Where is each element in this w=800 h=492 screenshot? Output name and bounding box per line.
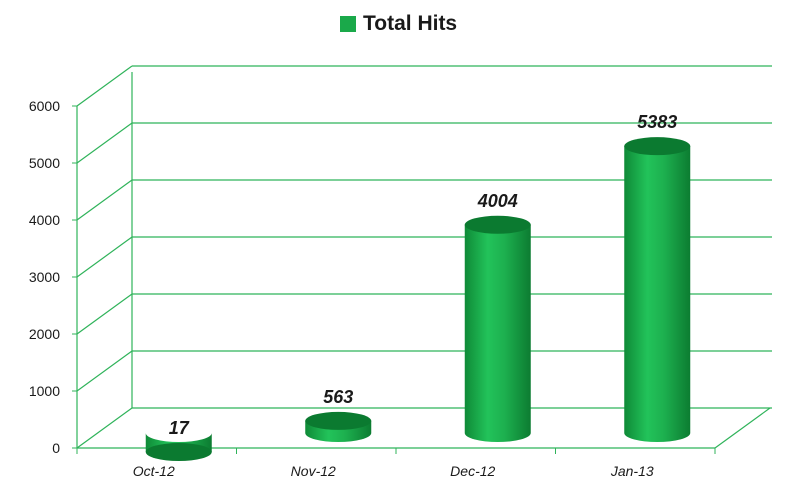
y-tick-label: 2000	[29, 326, 60, 342]
legend-label: Total Hits	[363, 12, 458, 35]
bars	[145, 137, 691, 462]
y-tick-label: 4000	[29, 212, 60, 228]
data-label: 5383	[637, 112, 677, 132]
y-tick-label: 3000	[29, 269, 60, 285]
y-tick-label: 0	[52, 440, 60, 456]
bar	[145, 433, 212, 462]
bar-top	[305, 411, 372, 430]
gridline-diagonal	[76, 65, 133, 107]
bar	[624, 137, 691, 442]
y-tick-label: 1000	[29, 383, 60, 399]
x-tick-label: Nov-12	[291, 463, 336, 479]
bar	[464, 215, 531, 442]
y-tick-label: 6000	[29, 98, 60, 114]
x-axis-ticks: Oct-12 Nov-12 Dec-12 Jan-13	[76, 448, 716, 479]
x-tick-label: Dec-12	[450, 463, 495, 479]
gridline-diagonal	[76, 407, 133, 449]
gridline-diagonal	[76, 179, 133, 221]
data-label: 563	[323, 387, 353, 407]
gridline-diagonal	[76, 122, 133, 164]
y-tick-label: 5000	[29, 155, 60, 171]
bar-top	[464, 215, 531, 234]
data-label: 4004	[477, 191, 518, 211]
bar-body	[624, 146, 691, 442]
x-tick-label: Oct-12	[133, 463, 175, 479]
bar-top	[624, 137, 691, 156]
floor-right-edge	[714, 407, 771, 449]
gridline-diagonal	[76, 350, 133, 392]
gridline-diagonal	[76, 293, 133, 335]
data-label: 17	[169, 418, 190, 438]
gridline-diagonal	[76, 236, 133, 278]
x-tick-label: Jan-13	[610, 463, 654, 479]
bar	[305, 411, 372, 442]
legend-swatch	[340, 16, 356, 32]
data-labels: 17 563 4004 5383	[169, 112, 678, 438]
legend: Total Hits	[340, 12, 457, 36]
y-axis-ticks: 0 1000 2000 3000 4000 5000 6000	[29, 98, 77, 456]
bar-body	[464, 224, 531, 442]
bar-top	[145, 443, 212, 462]
